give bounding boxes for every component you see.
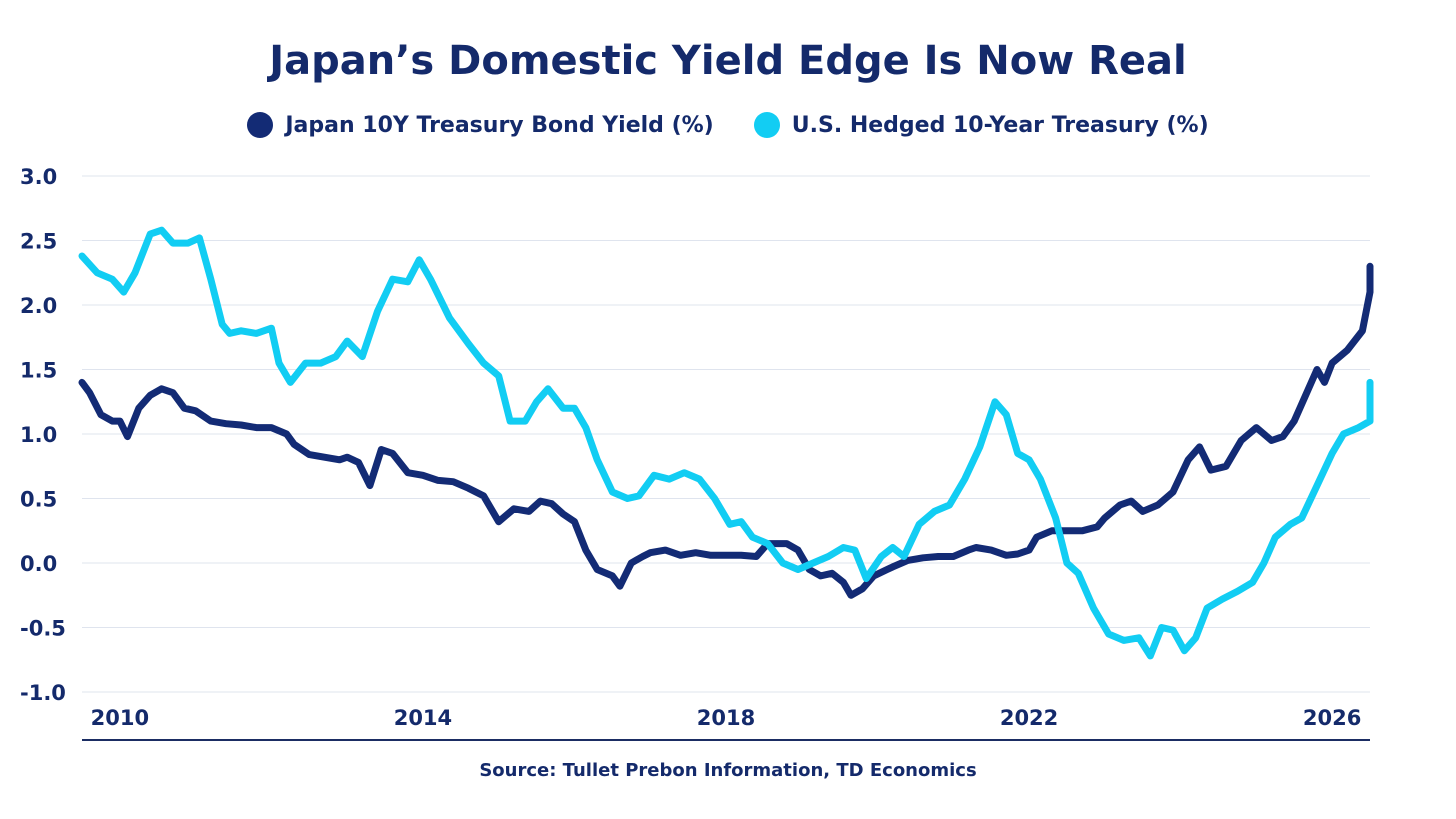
y-tick-label-8: -1.0 <box>20 681 66 705</box>
x-tick-label-2: 2018 <box>697 706 755 730</box>
y-tick-label-7: -0.5 <box>20 617 66 641</box>
y-tick-label-3: 1.5 <box>20 359 57 383</box>
legend-marker-japan <box>247 112 274 138</box>
x-tick-label-0: 2010 <box>91 706 149 730</box>
legend-label-us: U.S. Hedged 10-Year Treasury (%) <box>791 112 1209 138</box>
y-tick-label-6: 0.0 <box>20 552 57 576</box>
series-line-us <box>78 226 1374 660</box>
y-tick-label-1: 2.5 <box>20 230 57 254</box>
legend-marker-us <box>753 112 780 138</box>
x-tick-label-1: 2014 <box>394 706 452 730</box>
legend-item-us: U.S. Hedged 10-Year Treasury (%) <box>753 112 1209 138</box>
y-tick-label-0: 3.0 <box>20 165 57 189</box>
x-tick-label-3: 2022 <box>1000 706 1058 730</box>
y-tick-label-5: 0.5 <box>20 488 57 512</box>
y-tick-label-4: 1.0 <box>20 423 57 447</box>
chart-title: Japan’s Domestic Yield Edge Is Now Real <box>269 38 1187 84</box>
x-tick-label-4: 2026 <box>1303 706 1361 730</box>
legend-item-japan: Japan 10Y Treasury Bond Yield (%) <box>247 112 714 138</box>
y-tick-label-2: 2.0 <box>20 294 57 318</box>
source-note: Source: Tullet Prebon Information, TD Ec… <box>479 760 977 781</box>
legend-label-japan: Japan 10Y Treasury Bond Yield (%) <box>285 112 714 138</box>
chart-legend: Japan 10Y Treasury Bond Yield (%) U.S. H… <box>0 112 1456 138</box>
series-line-japan <box>78 262 1374 599</box>
